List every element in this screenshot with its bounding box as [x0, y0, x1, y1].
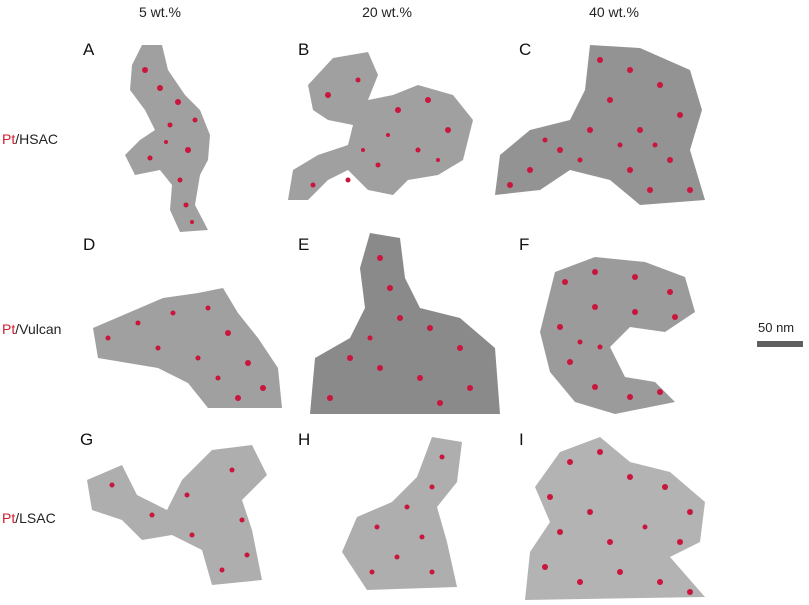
row-label-lsac-pt: Pt	[2, 510, 16, 526]
tomogram-b	[288, 40, 488, 207]
tomogram-f	[535, 252, 705, 414]
panel-letter-i: I	[519, 430, 524, 449]
panel-letter-a: A	[83, 40, 95, 59]
tomogram-i-svg	[525, 437, 705, 600]
column-header-5wt: 5 wt.%	[138, 4, 181, 20]
row-label-vulcan: Pt/Vulcan	[2, 321, 61, 337]
panel-letter-f: F	[519, 235, 530, 254]
row-label-hsac: Pt/HSAC	[2, 131, 58, 147]
scale-bar	[757, 341, 803, 347]
tomogram-i	[520, 432, 710, 602]
tomogram-g	[82, 440, 282, 590]
column-header-40wt: 40 wt.%	[589, 4, 639, 20]
row-label-lsac: Pt/LSAC	[2, 510, 56, 526]
panel-letter-b: B	[298, 40, 310, 59]
panel-letter-d: D	[83, 235, 96, 254]
tomogram-a	[100, 40, 230, 235]
tomogram-c-svg	[495, 45, 705, 205]
panel-letter-g: G	[80, 430, 94, 449]
row-label-vulcan-pt: Pt	[2, 321, 16, 337]
panel-letter-c: C	[519, 40, 532, 59]
tomogram-e-svg	[310, 233, 500, 414]
tomogram-h-svg	[342, 437, 462, 590]
row-label-lsac-support: /LSAC	[15, 510, 56, 526]
tomogram-a-svg	[125, 45, 210, 232]
panel-letter-e: E	[298, 235, 310, 254]
panel-letter-h: H	[298, 430, 311, 449]
tomogram-c	[490, 40, 712, 207]
tomogram-b-svg	[288, 52, 473, 200]
tomogram-g-svg	[87, 445, 267, 585]
tomogram-e	[310, 228, 504, 414]
scale-bar-label: 50 nm	[758, 320, 795, 335]
row-label-hsac-support: /HSAC	[15, 131, 59, 147]
row-label-hsac-pt: Pt	[2, 131, 16, 147]
tomogram-d-svg	[93, 288, 282, 408]
tomogram-d	[88, 278, 282, 414]
column-header-20wt: 20 wt.%	[362, 4, 412, 20]
tomogram-f-svg	[540, 257, 695, 414]
row-label-vulcan-support: /Vulcan	[15, 321, 62, 337]
tomogram-h	[337, 432, 482, 592]
